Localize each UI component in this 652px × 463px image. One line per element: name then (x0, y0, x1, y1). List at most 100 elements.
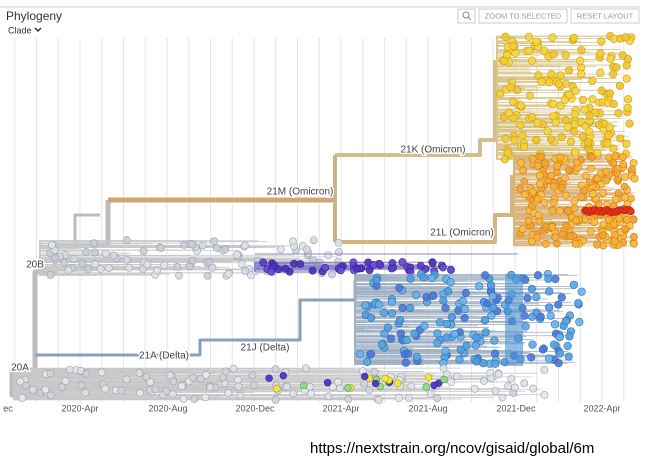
tip (538, 345, 548, 354)
tip (564, 206, 572, 215)
tip (606, 54, 615, 63)
tip (472, 333, 481, 342)
tip (575, 317, 584, 327)
tip (321, 263, 330, 272)
clade-label: 20B (26, 260, 44, 271)
tip (458, 297, 467, 306)
tip (490, 336, 499, 345)
tip (527, 56, 537, 65)
tip (585, 127, 594, 136)
tip (81, 388, 90, 397)
tip (536, 312, 545, 321)
tip (173, 262, 182, 271)
tip (618, 152, 627, 161)
tip (608, 70, 618, 79)
tip (549, 198, 558, 207)
tip (588, 95, 597, 104)
tip (440, 375, 448, 384)
tip (179, 394, 188, 403)
tip (412, 352, 421, 361)
zoom-button[interactable]: ZOOM TO SELECTED (478, 8, 568, 24)
tip (628, 165, 636, 174)
tip (527, 353, 536, 362)
search-button[interactable] (457, 8, 476, 24)
tip (379, 308, 389, 317)
tip (557, 133, 566, 142)
tip (555, 333, 564, 342)
tip (83, 265, 92, 274)
tip (446, 278, 455, 287)
dropdown-arrow[interactable] (34, 27, 42, 33)
tip (549, 50, 558, 59)
tip (109, 251, 118, 260)
tip (224, 269, 233, 278)
tip (621, 193, 630, 202)
tip (623, 103, 632, 113)
tip (615, 81, 624, 90)
tip (303, 245, 311, 254)
x-tick-label: 2022-Apr (583, 403, 620, 413)
tip (533, 271, 543, 280)
tip (571, 86, 580, 96)
tip (233, 375, 242, 384)
tip (46, 270, 55, 279)
tip (555, 349, 565, 358)
tip (360, 379, 369, 388)
tip (616, 134, 625, 143)
panel-title: Phylogeny (6, 9, 62, 23)
tip (533, 233, 542, 242)
tip (213, 244, 221, 252)
tip (221, 245, 230, 254)
tip (117, 386, 126, 395)
search-icon (467, 16, 472, 21)
tip (574, 299, 583, 308)
tip (534, 211, 543, 220)
tip (548, 33, 557, 42)
tip (344, 384, 352, 392)
tip (426, 390, 435, 398)
tip (238, 260, 246, 268)
tip (441, 347, 450, 356)
color-by[interactable]: Clade (8, 25, 32, 35)
tip (627, 207, 635, 216)
tip (622, 139, 631, 148)
tip (565, 332, 574, 341)
tip (491, 359, 500, 368)
button-box (570, 8, 640, 24)
tip (599, 220, 608, 229)
tip (554, 300, 563, 309)
tip (540, 159, 549, 168)
tip (198, 241, 207, 250)
tip (206, 383, 215, 392)
button-label: ZOOM TO SELECTED (485, 11, 562, 20)
tip (428, 259, 437, 268)
tip (349, 258, 358, 267)
tip (576, 56, 585, 65)
tip (442, 320, 452, 329)
tip (566, 137, 576, 146)
tip (565, 90, 574, 99)
tip (461, 288, 470, 298)
tip (406, 304, 415, 313)
tip (554, 358, 563, 368)
x-tick-label: 2021-Dec (496, 403, 536, 413)
x-tick-label: 2021-Aug (408, 403, 447, 413)
tip (517, 158, 526, 167)
tip (599, 231, 608, 240)
tip (369, 260, 378, 269)
reset-button[interactable]: RESET LAYOUT (570, 8, 640, 24)
tip (581, 171, 590, 180)
tip (153, 266, 162, 275)
tip (513, 85, 522, 95)
tip (516, 184, 524, 193)
tip (64, 266, 73, 275)
tip (533, 195, 542, 203)
tip (324, 392, 333, 401)
tip (621, 33, 630, 42)
tip (91, 248, 100, 257)
tip (589, 190, 598, 198)
labels: ec 2020-Apr 2020-Aug 2020-Dec 2021-Apr 2021-A… (3, 143, 620, 413)
tip (381, 374, 389, 383)
tip (599, 188, 608, 197)
